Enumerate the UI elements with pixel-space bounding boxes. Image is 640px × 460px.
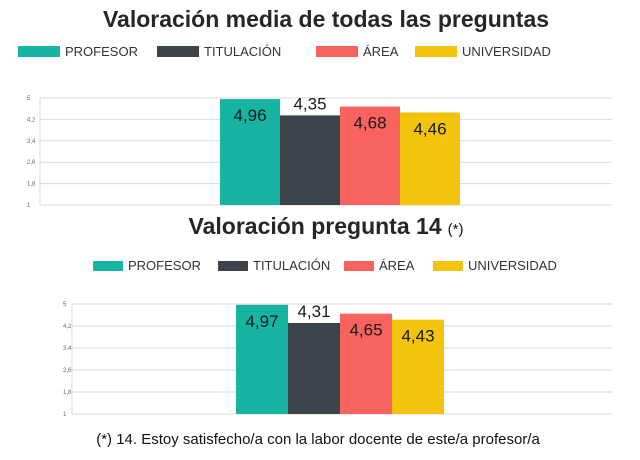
y-tick-label: 1 xyxy=(27,203,31,209)
chart-title-suffix: (*) xyxy=(448,221,464,238)
legend-swatch-universidad xyxy=(415,46,457,57)
bar-area xyxy=(340,106,400,205)
legend-swatch-titulacion xyxy=(218,261,248,271)
legend-label-area: ÁREA xyxy=(363,44,399,59)
bar-titulacion xyxy=(288,322,340,414)
chart-question-14: Valoración pregunta 14 (*) PROFESOR TITULAC… xyxy=(63,213,612,418)
y-tick-label: 2,6 xyxy=(27,160,36,166)
bar-universidad xyxy=(392,319,444,414)
y-tick-label: 5 xyxy=(27,96,31,102)
chart-all-questions: Valoración media de todas las preguntas P… xyxy=(18,6,612,209)
legend-label-titulacion: TITULACIÓN xyxy=(253,258,330,273)
value-label-universidad: 4,46 xyxy=(413,119,446,138)
value-label-titulacion: 4,35 xyxy=(293,94,326,113)
y-tick-label: 2,6 xyxy=(63,368,72,374)
legend-label-titulacion: TITULACIÓN xyxy=(204,44,281,59)
value-label-profesor: 4,97 xyxy=(245,312,278,331)
bar-profesor xyxy=(220,99,280,205)
legend-label-profesor: PROFESOR xyxy=(128,258,201,273)
legend-swatch-profesor xyxy=(18,46,60,57)
chart-title-text: Valoración media de todas las preguntas xyxy=(103,6,549,32)
value-label-area: 4,65 xyxy=(349,321,382,340)
y-tick-label: 1,8 xyxy=(63,390,72,396)
y-tick-label: 5 xyxy=(63,302,67,308)
legend-swatch-universidad xyxy=(433,261,463,271)
y-tick-label: 1,8 xyxy=(27,182,36,188)
legend-label-universidad: UNIVERSIDAD xyxy=(468,258,557,273)
legend-label-area: ÁREA xyxy=(379,258,415,273)
value-label-area: 4,68 xyxy=(353,114,386,133)
chart-title: Valoración pregunta 14 (*) xyxy=(189,213,464,239)
value-label-profesor: 4,96 xyxy=(233,106,266,125)
y-tick-label: 3,4 xyxy=(27,139,36,145)
bar-universidad xyxy=(400,112,460,205)
legend-label-profesor: PROFESOR xyxy=(65,44,138,59)
footnote: (*) 14. Estoy satisfecho/a con la labor … xyxy=(96,431,540,448)
y-tick-label: 4,2 xyxy=(63,324,72,330)
y-tick-label: 3,4 xyxy=(63,346,72,352)
bar-profesor xyxy=(236,304,288,414)
legend-swatch-area xyxy=(316,46,358,57)
y-tick-label: 4,2 xyxy=(27,117,36,123)
y-tick-label: 1 xyxy=(63,412,67,418)
legend-label-universidad: UNIVERSIDAD xyxy=(462,44,551,59)
legend-swatch-area xyxy=(344,261,374,271)
value-label-universidad: 4,43 xyxy=(401,327,434,346)
legend-swatch-profesor xyxy=(93,261,123,271)
value-label-titulacion: 4,31 xyxy=(297,302,330,321)
chart-title: Valoración media de todas las preguntas xyxy=(103,6,549,32)
bar-area xyxy=(340,313,392,414)
chart-title-text: Valoración pregunta 14 xyxy=(189,213,442,239)
bar-titulacion xyxy=(280,115,340,205)
legend-swatch-titulacion xyxy=(157,46,199,57)
